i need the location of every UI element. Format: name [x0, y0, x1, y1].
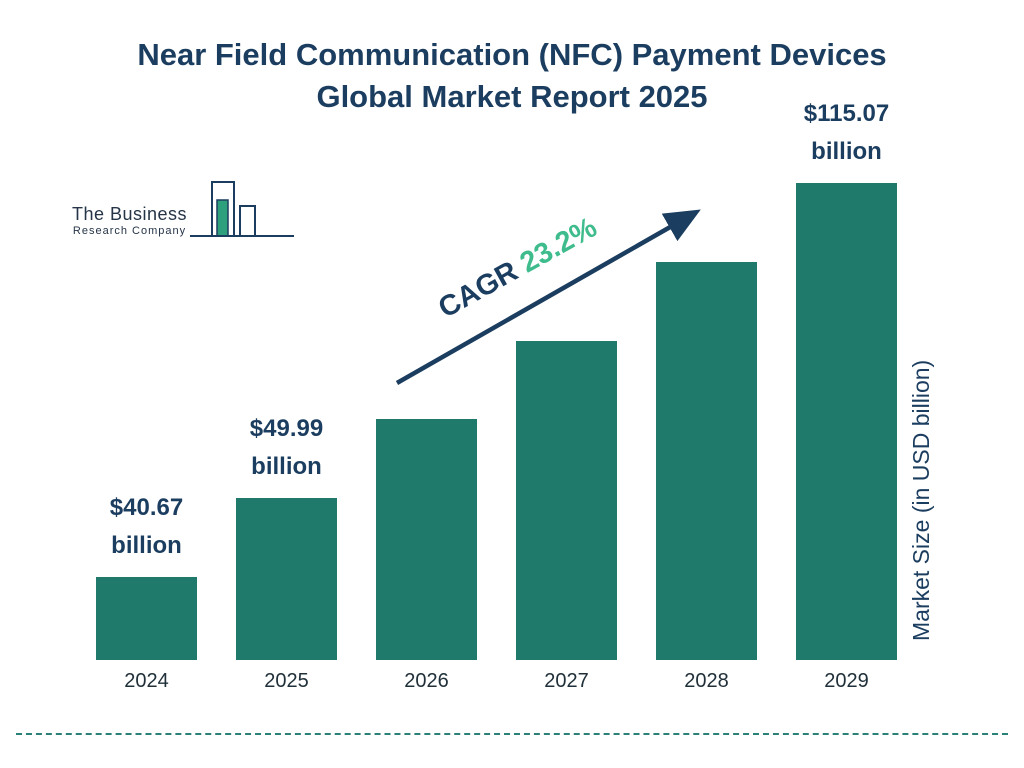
bar-chart: 2024 $40.67 billion 2025 $49.99 billion 2026 20… — [96, 100, 897, 692]
value-label-2025: $49.99 billion — [249, 415, 324, 480]
bar-2028 — [656, 262, 757, 660]
value-label-2029: $115.07 billion — [803, 100, 890, 165]
logo-text-line-1: The Business — [72, 204, 188, 224]
logo-text: The Business Research Company — [72, 204, 187, 237]
x-axis-tick-2028: 2028 — [684, 670, 729, 692]
bar-2029 — [796, 183, 897, 660]
company-logo: The Business Research Company — [72, 178, 294, 250]
bar-2027 — [516, 341, 617, 660]
x-axis-tick-2024: 2024 — [124, 670, 169, 692]
title-line-1: Near Field Communication (NFC) Payment D… — [137, 37, 887, 72]
x-axis-tick-2026: 2026 — [404, 670, 449, 692]
title-line-2: Global Market Report 2025 — [316, 79, 708, 114]
page-title: Near Field Communication (NFC) Payment D… — [0, 34, 1024, 118]
logo-text-line-2: Research Company — [72, 225, 187, 237]
x-axis-tick-2029: 2029 — [824, 670, 869, 692]
value-label-2024: $40.67 billion — [109, 494, 184, 559]
cagr-trend-arrow — [395, 209, 701, 385]
bottom-divider-line — [16, 733, 1008, 735]
bar-2026 — [376, 419, 477, 660]
x-axis-tick-2025: 2025 — [264, 670, 309, 692]
y-axis-label: Market Size (in USD billion) — [908, 359, 934, 641]
bar-2024 — [96, 577, 197, 660]
bar-2025 — [236, 498, 337, 660]
bar-chart-logo-icon — [190, 181, 294, 237]
x-axis-tick-2027: 2027 — [544, 670, 589, 692]
